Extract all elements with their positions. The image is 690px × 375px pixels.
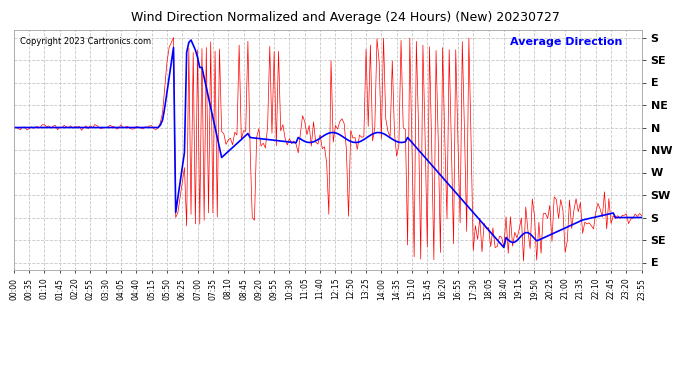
Text: Wind Direction Normalized and Average (24 Hours) (New) 20230727: Wind Direction Normalized and Average (2…: [130, 11, 560, 24]
Text: Average Direction: Average Direction: [511, 37, 623, 47]
Text: Copyright 2023 Cartronics.com: Copyright 2023 Cartronics.com: [20, 37, 151, 46]
